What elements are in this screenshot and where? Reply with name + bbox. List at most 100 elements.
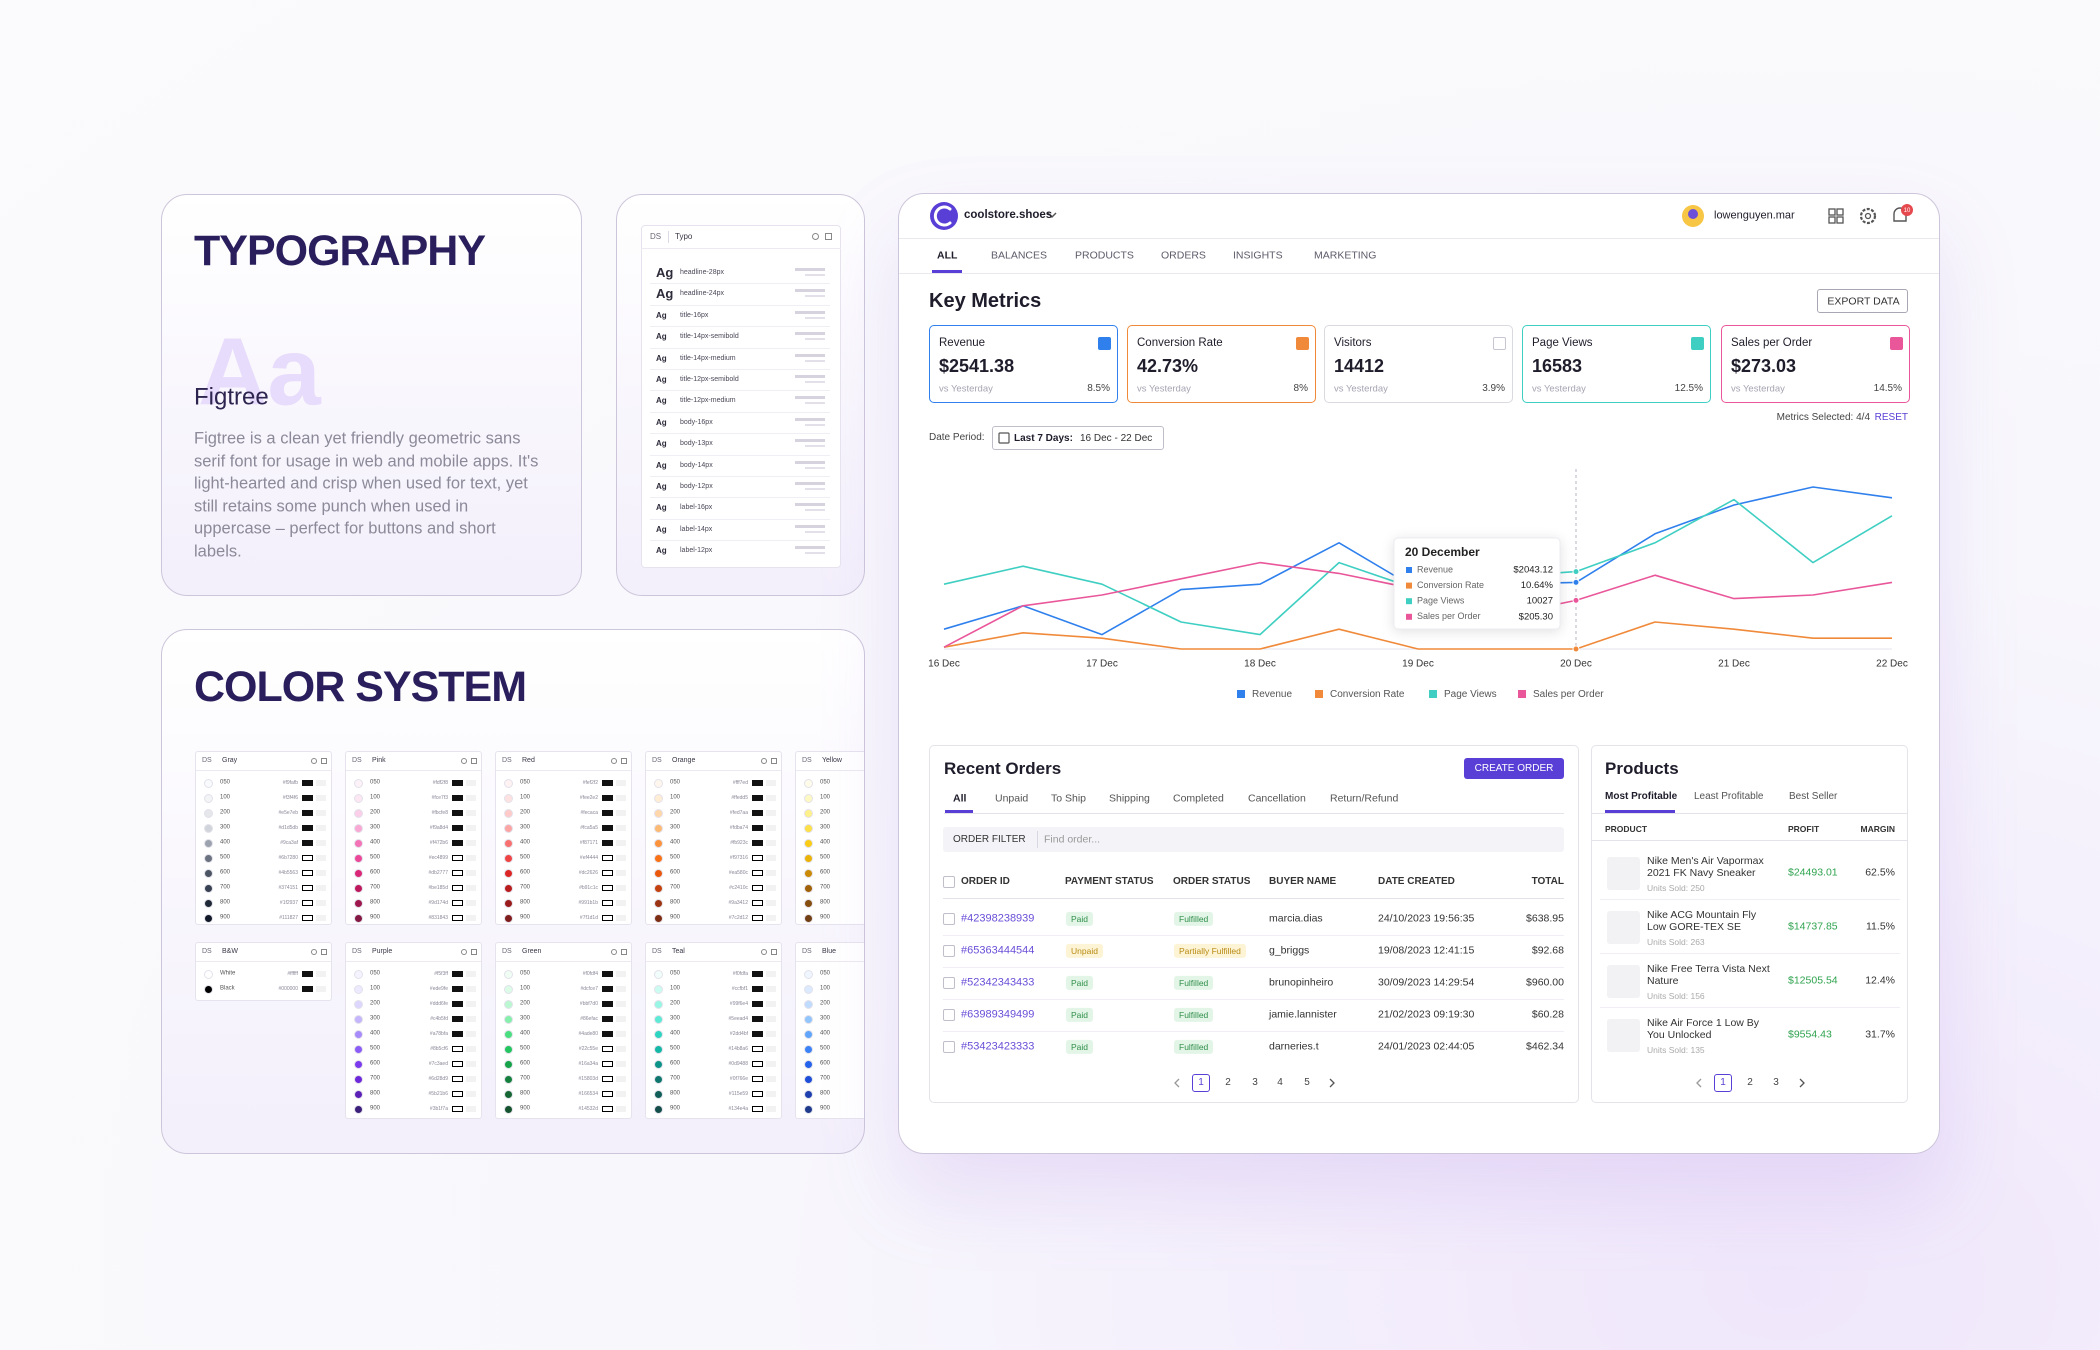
- swatch: [804, 999, 813, 1009]
- metric-checkbox[interactable]: [1296, 337, 1309, 350]
- product-tab[interactable]: Most Profitable: [1605, 791, 1678, 802]
- row-divider: [943, 967, 1564, 968]
- order-id[interactable]: #42398238939: [961, 912, 1035, 925]
- contrast-chip: [602, 870, 613, 876]
- create-order-button[interactable]: CREATE ORDER: [1464, 758, 1564, 779]
- contrast-chip: [752, 840, 763, 846]
- tooltip-swatch: [1406, 567, 1412, 573]
- page-number[interactable]: 3: [1773, 1077, 1779, 1088]
- filter-bar[interactable]: ORDER FILTER Find order...: [943, 827, 1564, 852]
- product-thumb: [1607, 1019, 1640, 1052]
- page-number[interactable]: 1: [1720, 1077, 1726, 1088]
- contrast-chip: [316, 855, 326, 861]
- icon: [611, 758, 617, 764]
- order-id[interactable]: #65363444544: [961, 944, 1035, 957]
- tooltip-title: 20 December: [1405, 545, 1480, 559]
- metric-compare: vs Yesterday: [1731, 383, 1785, 395]
- user-name[interactable]: lowenguyen.mar: [1714, 209, 1795, 222]
- hex-code: #f5f3ff: [434, 971, 448, 977]
- shade-label: 700: [370, 884, 381, 891]
- tooltip-value: 10027: [1527, 596, 1553, 607]
- avatar-face: [1688, 209, 1698, 219]
- nav-tab[interactable]: PRODUCTS: [1075, 249, 1134, 262]
- metric-card[interactable]: Sales per Order $273.03 vs Yesterday 14.5%: [1721, 325, 1910, 403]
- page-number[interactable]: 1: [1198, 1077, 1204, 1088]
- page-current[interactable]: [1714, 1074, 1732, 1092]
- hex-code: #f3f4f6: [282, 795, 298, 801]
- row-checkbox[interactable]: [943, 977, 955, 989]
- metric-checkbox[interactable]: [1493, 337, 1506, 350]
- tooltip-series: Sales per Order: [1417, 611, 1481, 621]
- row-checkbox[interactable]: [943, 1041, 955, 1053]
- page-number[interactable]: 5: [1304, 1077, 1310, 1088]
- order-tab[interactable]: Shipping: [1109, 792, 1150, 805]
- row-checkbox[interactable]: [943, 1009, 955, 1021]
- shade-label: 500: [370, 1045, 381, 1052]
- period-picker[interactable]: Last 7 Days: 16 Dec - 22 Dec: [992, 426, 1164, 450]
- nav-tab[interactable]: INSIGHTS: [1233, 249, 1283, 262]
- swatch: [804, 838, 813, 848]
- divider: [943, 898, 1564, 899]
- contrast-chip: [602, 885, 613, 891]
- export-button[interactable]: EXPORT DATA: [1817, 289, 1908, 313]
- metric-card[interactable]: Visitors 14412 vs Yesterday 3.9%: [1324, 325, 1513, 403]
- metric-checkbox[interactable]: [1098, 337, 1111, 350]
- contrast-chip: [752, 780, 763, 786]
- page-number[interactable]: 2: [1747, 1077, 1753, 1088]
- product-tab[interactable]: Best Seller: [1789, 791, 1838, 802]
- order-tab[interactable]: To Ship: [1051, 792, 1087, 805]
- page-number[interactable]: 4: [1277, 1077, 1283, 1088]
- metric-checkbox[interactable]: [1890, 337, 1903, 350]
- page-number[interactable]: 3: [1252, 1077, 1258, 1088]
- order-id[interactable]: #53423423333: [961, 1040, 1035, 1053]
- header-checkbox[interactable]: [943, 876, 955, 888]
- contrast-chip: [466, 870, 476, 876]
- buyer-name: marcia.dias: [1269, 912, 1323, 925]
- nav-tab[interactable]: MARKETING: [1314, 249, 1377, 262]
- shade-label: 500: [670, 1045, 681, 1052]
- swatch: [504, 913, 513, 923]
- calendar-icon: [998, 432, 1010, 444]
- shade-label: 800: [820, 1090, 831, 1097]
- order-tab[interactable]: All: [953, 792, 967, 805]
- order-tab[interactable]: Cancellation: [1248, 792, 1306, 805]
- column-header: ORDER ID: [961, 876, 1010, 887]
- reset-link[interactable]: RESET: [1874, 412, 1908, 423]
- swatch: [504, 1104, 513, 1114]
- hex-code: #14532d: [578, 1106, 598, 1112]
- tab-indicator: [945, 810, 973, 813]
- order-tab[interactable]: Completed: [1173, 792, 1224, 805]
- panel-name: Typo: [675, 232, 693, 242]
- font-description: Figtree is a clean yet friendly geometri…: [194, 429, 539, 561]
- nav-tab[interactable]: BALANCES: [991, 249, 1048, 262]
- swatch: [504, 984, 513, 994]
- order-tab[interactable]: Return/Refund: [1330, 792, 1399, 805]
- row-checkbox[interactable]: [943, 913, 955, 925]
- order-tab[interactable]: Unpaid: [995, 792, 1029, 805]
- legend-label: Conversion Rate: [1330, 689, 1405, 700]
- metric-card[interactable]: Revenue $2541.38 vs Yesterday 8.5%: [929, 325, 1118, 403]
- row-checkbox[interactable]: [943, 945, 955, 957]
- page-number[interactable]: 2: [1225, 1077, 1231, 1088]
- type-sample: Ag: [656, 332, 667, 342]
- contrast-chip: [316, 840, 326, 846]
- brand-name[interactable]: coolstore.shoes: [964, 209, 1053, 222]
- palette-name: Green: [522, 947, 542, 955]
- shade-label: 100: [370, 985, 381, 992]
- contrast-chip: [602, 1001, 613, 1007]
- contrast-chip: [752, 1016, 763, 1022]
- product-tab[interactable]: Least Profitable: [1694, 791, 1764, 802]
- order-id[interactable]: #63989349499: [961, 1008, 1035, 1021]
- metric-checkbox[interactable]: [1691, 337, 1704, 350]
- nav-tab[interactable]: ALL: [937, 249, 958, 262]
- swatch: [354, 898, 363, 908]
- contrast-chip: [602, 986, 613, 992]
- metric-compare: vs Yesterday: [1532, 383, 1586, 395]
- nav-tab[interactable]: ORDERS: [1161, 249, 1206, 262]
- hover-point: [1572, 596, 1580, 604]
- metric-card[interactable]: Conversion Rate 42.73% vs Yesterday 8%: [1127, 325, 1316, 403]
- contrast-chip: [316, 810, 326, 816]
- page-current[interactable]: [1192, 1074, 1210, 1092]
- order-id[interactable]: #52342343433: [961, 976, 1035, 989]
- metric-card[interactable]: Page Views 16583 vs Yesterday 12.5%: [1522, 325, 1711, 403]
